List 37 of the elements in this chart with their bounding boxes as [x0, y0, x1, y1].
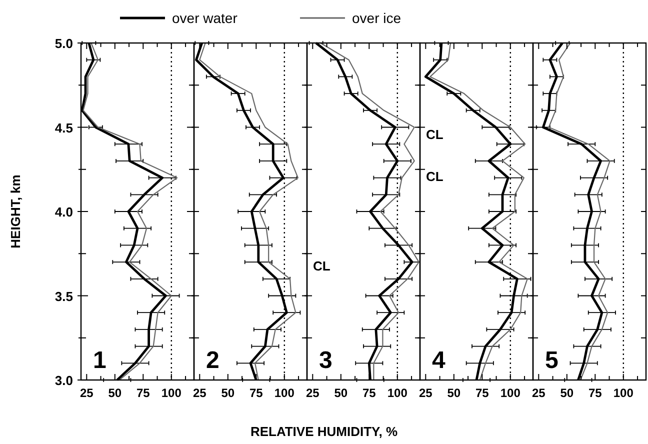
x-tick-label: 75 [249, 386, 264, 400]
x-tick-label: 75 [475, 386, 490, 400]
x-tick-label: 25 [532, 386, 546, 400]
x-tick-label: 25 [192, 386, 207, 400]
y-tick-label: 4.0 [54, 204, 73, 220]
x-tick-label: 25 [306, 386, 320, 400]
annotation: CL [426, 126, 444, 142]
y-tick-label: 4.5 [54, 120, 73, 136]
annotation: 1 [93, 347, 106, 374]
x-tick-label: 100 [161, 386, 182, 400]
annotation: CL [313, 258, 330, 274]
x-tick-label: 50 [334, 386, 348, 400]
annotation: 4 [432, 347, 446, 374]
legend-label: over water [172, 10, 238, 26]
y-tick-label: 5.0 [54, 36, 73, 51]
x-tick-label: 100 [274, 386, 295, 400]
y-tick-label: 3.0 [54, 373, 73, 388]
x-tick-label: 100 [387, 386, 408, 400]
x-tick-label: 75 [588, 386, 602, 400]
x-tick-label: 50 [221, 386, 235, 400]
y-tick-label: 3.5 [54, 288, 73, 304]
legend-label: over ice [352, 10, 402, 26]
y-axis-title: HEIGHT, km [8, 174, 23, 248]
x-tick-label: 50 [560, 386, 574, 400]
annotation: CL [426, 169, 444, 184]
x-tick-label: 25 [418, 386, 433, 400]
x-tick-label: 100 [500, 386, 521, 400]
x-tick-label: 50 [447, 386, 461, 400]
annotation: 5 [545, 347, 558, 374]
annotation: 3 [319, 347, 332, 374]
x-axis-title: RELATIVE HUMIDITY, % [250, 424, 398, 439]
x-tick-label: 100 [613, 386, 634, 400]
annotation: 2 [206, 347, 220, 374]
x-tick-label: 75 [362, 386, 376, 400]
x-tick-label: 75 [136, 386, 150, 400]
x-tick-label: 50 [108, 386, 122, 400]
x-tick-label: 25 [80, 386, 94, 400]
